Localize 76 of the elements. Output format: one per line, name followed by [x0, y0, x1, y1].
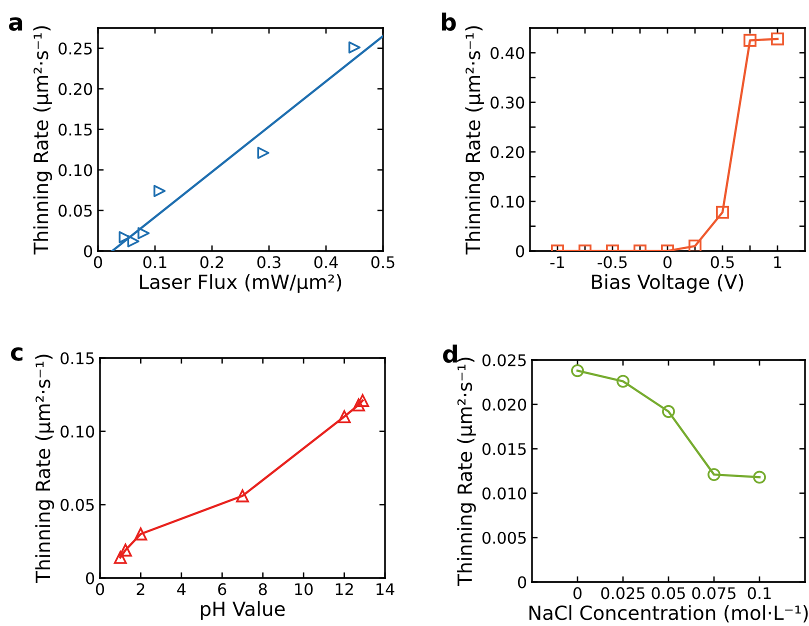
x-tick-label: 0	[96, 583, 104, 596]
x-tick-label: 0	[573, 587, 582, 600]
point	[118, 231, 131, 244]
point	[616, 374, 630, 388]
x-axis-title: Bias Voltage (V)	[592, 274, 744, 293]
point	[708, 468, 720, 482]
x-tick-label: 0.1	[748, 587, 771, 600]
point	[571, 364, 584, 378]
point	[338, 410, 351, 424]
point	[771, 32, 784, 46]
point	[114, 551, 127, 564]
x-tick-label: 8	[258, 583, 267, 596]
y-axis-title: Thinning Rate (μm²·s⁻¹)	[35, 354, 54, 584]
point	[154, 184, 166, 198]
x-tick-label: 0.5	[710, 256, 734, 268]
x-tick-label: 1	[774, 256, 782, 268]
y-tick-label: 0.15	[58, 124, 92, 136]
point	[257, 146, 270, 159]
x-axis-title: Laser Flux (mW/μm²)	[140, 274, 342, 293]
x-axis-title: pH Value	[200, 601, 285, 620]
y-tick-label: 0.20	[490, 146, 524, 158]
y-tick-label: 0.010	[482, 487, 526, 500]
x-tick-label: 14	[376, 583, 394, 595]
x-tick-label: 0.3	[257, 256, 280, 268]
point	[348, 41, 361, 54]
point	[138, 227, 150, 240]
y-tick-label: 0.025	[482, 354, 526, 366]
point	[662, 405, 675, 418]
x-tick-label: 6	[218, 583, 226, 596]
y-tick-label: 0.20	[58, 83, 92, 96]
x-tick-label: 0	[94, 256, 102, 268]
y-tick-label: 0.10	[490, 196, 524, 208]
chart-title: a	[9, 17, 22, 31]
point	[236, 489, 249, 502]
x-axis-title: NaCl Concentration (mol·L⁻¹)	[529, 605, 808, 622]
y-tick-label: 0.40	[490, 46, 524, 60]
y-tick-label: 0.10	[58, 164, 92, 176]
chart-title: c	[11, 347, 22, 361]
y-axis-title: Thinning Rate (μm²·s⁻¹)	[465, 26, 484, 255]
y-tick-label: 0	[86, 572, 94, 584]
x-tick-label: 0.05	[652, 587, 685, 600]
y-tick-label: 0	[516, 245, 524, 258]
y-axis-title: Thinning Rate (μm²·s⁻¹)	[33, 26, 52, 255]
y-tick-label: 0.015	[482, 443, 526, 456]
y-tick-label: 0	[84, 245, 92, 258]
point	[118, 544, 132, 557]
chart-title: d	[443, 344, 457, 363]
point	[134, 528, 148, 540]
x-tick-label: 0.4	[314, 256, 338, 268]
x-tick-label: 0.2	[200, 256, 224, 268]
y-tick-label: 0.10	[60, 426, 94, 438]
x-tick-label: 0.075	[692, 587, 736, 600]
x-tick-label: -1	[550, 256, 564, 268]
x-tick-label: 0.5	[371, 256, 394, 268]
x-tick-label: 0.1	[143, 256, 166, 268]
y-tick-label: 0.005	[482, 532, 526, 544]
y-tick-label: 0.020	[482, 398, 526, 411]
y-tick-label: 0.25	[58, 42, 92, 55]
point	[127, 235, 140, 248]
point	[753, 470, 766, 484]
x-tick-label: 4	[177, 583, 186, 595]
y-axis-title: Thinning Rate (μm²·s⁻¹)	[457, 358, 476, 586]
chart-title: b	[442, 12, 456, 31]
x-tick-label: -0.5	[598, 256, 627, 268]
y-tick-label: 0.05	[58, 204, 92, 217]
y-tick-label: 0.30	[490, 96, 524, 109]
x-tick-label: 0	[663, 256, 672, 268]
point	[356, 394, 370, 407]
y-tick-label: 0.05	[60, 498, 94, 511]
x-tick-label: 2	[136, 583, 144, 595]
x-tick-label: 10	[295, 583, 313, 596]
point	[744, 34, 756, 47]
point	[352, 398, 365, 412]
x-tick-label: 0.025	[601, 587, 644, 600]
x-tick-label: 12	[336, 583, 353, 595]
y-tick-label: 0.15	[60, 352, 94, 364]
